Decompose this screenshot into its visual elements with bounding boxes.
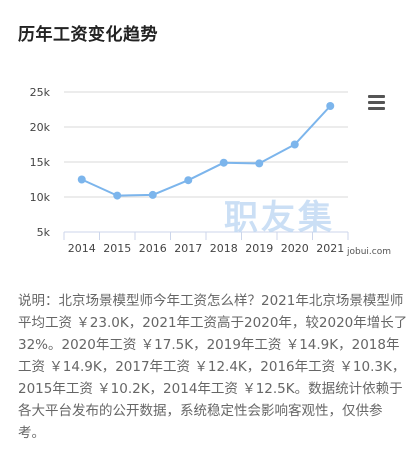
data-point [255,159,264,168]
series-points [77,102,335,200]
x-tick-labels: 2014 2015 2016 2017 2018 2019 2020 2021 [68,242,345,255]
x-tick-label: 2019 [245,242,273,255]
description-text: 说明：北京场景模型师今年工资怎么样？2021年北京场景模型师平均工资 ￥23.0… [18,293,408,441]
data-point [290,140,299,149]
x-tick-label: 2021 [316,242,344,255]
source-url: jobui.com [347,247,392,257]
data-point [326,102,335,110]
hamburger-menu-icon[interactable] [368,95,386,111]
y-tick-label: 15k [30,156,51,169]
data-point [113,191,122,200]
x-axis [63,231,349,240]
page-title: 历年工资变化趋势 [18,25,158,45]
y-tick-label: 25k [30,86,51,99]
y-tick-label: 20k [30,121,51,134]
x-tick-label: 2020 [281,242,309,255]
x-tick-label: 2017 [174,242,202,255]
data-point [184,176,193,185]
data-point [148,190,157,199]
series-line [80,105,332,197]
data-point [77,175,86,184]
x-tick-label: 2014 [68,242,96,255]
x-tick-label: 2015 [103,242,131,255]
series-line-path [80,105,332,197]
y-tick-label: 5k [37,226,51,239]
y-tick-label: 10k [30,191,51,204]
x-tick-label: 2016 [139,242,167,255]
watermark-logo: 职友集 [224,198,335,238]
x-tick-label: 2018 [210,242,238,255]
y-tick-labels: 5k 10k 15k 20k 25k [30,86,51,239]
data-point [219,158,228,167]
